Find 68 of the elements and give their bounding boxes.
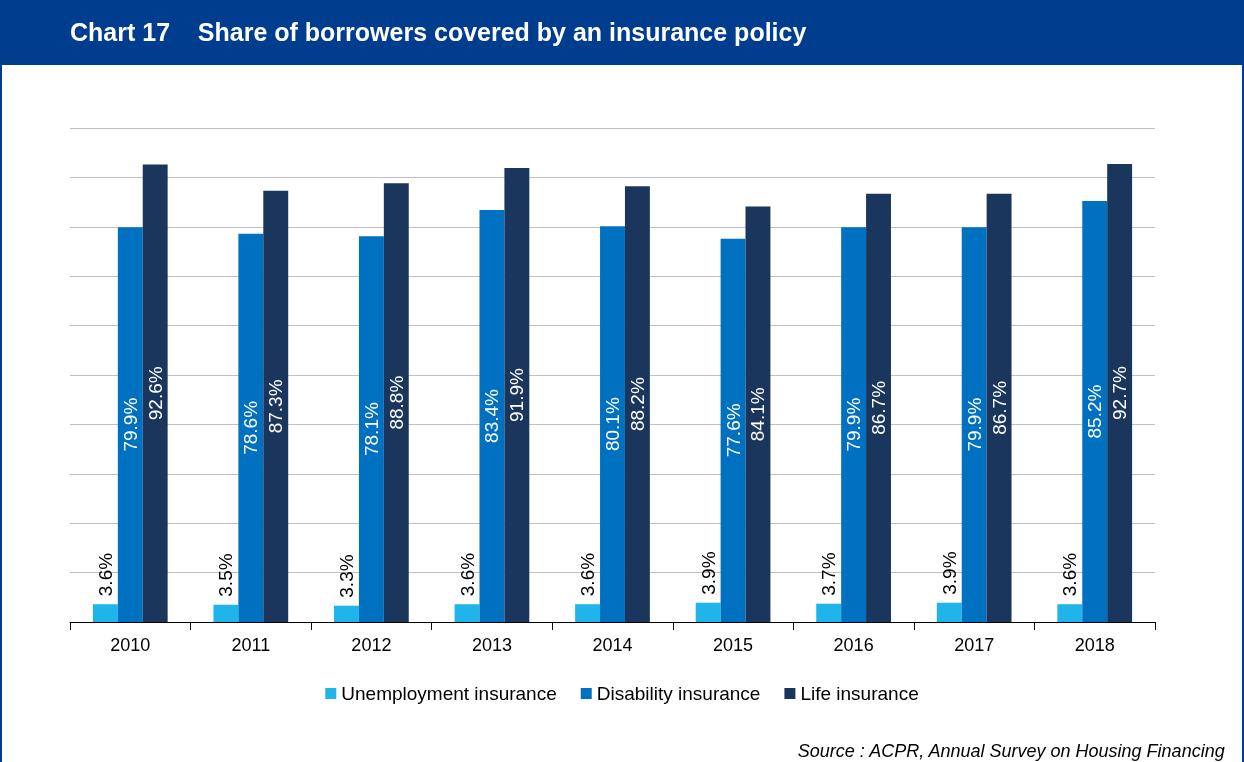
bar [263, 190, 289, 622]
x-tick-label: 2012 [351, 635, 392, 655]
x-tick-label: 2017 [954, 635, 995, 655]
data-label: 86.7% [988, 380, 1010, 435]
data-label: 3.7% [818, 552, 840, 596]
bar [358, 236, 384, 622]
bar [961, 227, 987, 622]
data-label: 3.9% [938, 551, 960, 595]
x-tick-label: 2010 [110, 635, 151, 655]
bar [213, 604, 239, 622]
bar [841, 227, 867, 622]
data-label: 79.9% [963, 397, 985, 452]
bar [504, 168, 530, 622]
x-tick-label: 2014 [592, 635, 633, 655]
data-label: 88.2% [626, 377, 648, 432]
data-label: 3.6% [1059, 552, 1081, 597]
bar [720, 238, 746, 622]
data-label: 79.9% [119, 397, 141, 452]
x-tick-label: 2018 [1074, 635, 1115, 655]
data-label: 87.3% [265, 379, 287, 434]
bar [866, 193, 891, 622]
data-label: 88.8% [385, 375, 407, 430]
data-label: 83.4% [481, 388, 503, 443]
x-tick-label: 2015 [713, 635, 754, 655]
data-label: 3.5% [215, 553, 237, 597]
data-label: 77.6% [722, 403, 744, 458]
bar [624, 186, 650, 622]
bar [745, 206, 771, 622]
data-label: 92.6% [144, 366, 166, 421]
bar [1107, 164, 1133, 622]
data-label: 84.1% [747, 387, 769, 442]
bar [117, 227, 143, 622]
bar [600, 226, 625, 622]
legend-label: Disability insurance [596, 683, 761, 704]
data-label: 91.9% [506, 367, 528, 422]
bar [986, 193, 1012, 622]
bar [334, 605, 359, 622]
data-label: 3.9% [697, 551, 719, 595]
x-tick-label: 2013 [471, 635, 512, 655]
data-label: 3.3% [335, 554, 357, 598]
bar [936, 602, 962, 622]
bar [575, 604, 601, 622]
chart-title: Chart 17 Share of borrowers covered by an insurance policy [2, 0, 1242, 65]
bar [695, 602, 721, 622]
source-note: Source : ACPR, Annual Survey on Housing Financing [797, 741, 1225, 761]
data-label: 3.6% [577, 552, 599, 597]
data-label: 80.1% [602, 397, 623, 452]
bar [816, 603, 842, 622]
data-label: 3.6% [456, 552, 478, 597]
bar [383, 183, 409, 622]
bar [454, 604, 480, 622]
bar [238, 233, 264, 622]
bar [479, 210, 505, 622]
data-label: 78.6% [240, 400, 262, 455]
bar [92, 604, 118, 622]
x-tick-label: 2016 [833, 635, 874, 655]
data-label: 79.9% [843, 397, 865, 452]
data-label: 85.2% [1084, 384, 1106, 439]
bar [142, 164, 168, 622]
data-label: 86.7% [868, 380, 890, 435]
data-label: 3.6% [94, 552, 116, 597]
legend-label: Life insurance [800, 683, 919, 704]
x-tick-label: 2011 [231, 635, 271, 655]
data-label: 78.1% [360, 402, 382, 457]
bar [1082, 201, 1108, 622]
bar [1057, 604, 1083, 622]
legend-label: Unemployment insurance [341, 683, 557, 704]
data-label: 92.7% [1109, 365, 1131, 420]
